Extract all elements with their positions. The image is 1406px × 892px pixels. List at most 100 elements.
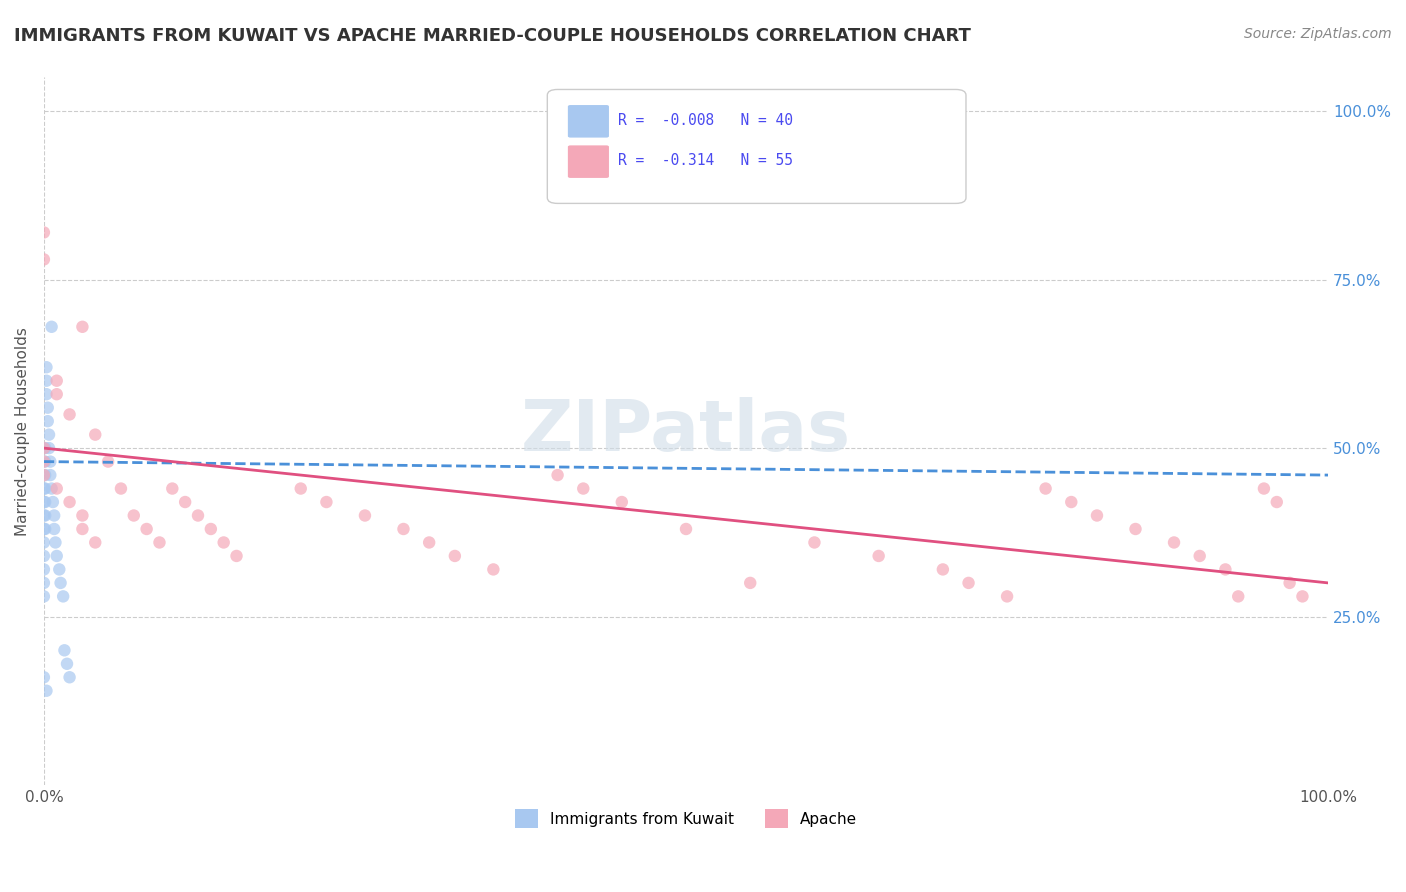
Point bbox=[42, 495, 65, 509]
Point bbox=[32, 441, 55, 455]
Point bbox=[37, 414, 59, 428]
Point bbox=[32, 590, 55, 604]
Point bbox=[1188, 549, 1211, 563]
Point bbox=[34, 441, 56, 455]
Point bbox=[1085, 508, 1108, 523]
Point bbox=[1125, 522, 1147, 536]
Point bbox=[44, 522, 66, 536]
FancyBboxPatch shape bbox=[568, 145, 609, 178]
Point bbox=[482, 562, 505, 576]
Point bbox=[35, 360, 58, 375]
Point bbox=[58, 495, 80, 509]
Point bbox=[34, 454, 56, 468]
Point bbox=[610, 495, 633, 509]
Point bbox=[1291, 590, 1313, 604]
Point bbox=[32, 562, 55, 576]
Text: Source: ZipAtlas.com: Source: ZipAtlas.com bbox=[1244, 27, 1392, 41]
Point bbox=[187, 508, 209, 523]
Point bbox=[135, 522, 157, 536]
Point bbox=[740, 575, 762, 590]
Point bbox=[34, 482, 56, 496]
Point bbox=[44, 508, 66, 523]
Point bbox=[1035, 482, 1057, 496]
Point bbox=[52, 590, 75, 604]
Point bbox=[38, 441, 60, 455]
Point bbox=[290, 482, 312, 496]
Point bbox=[162, 482, 184, 496]
Point bbox=[48, 562, 70, 576]
Point bbox=[56, 657, 79, 671]
Point bbox=[35, 387, 58, 401]
Point bbox=[97, 454, 120, 468]
Point bbox=[32, 495, 55, 509]
Point bbox=[174, 495, 197, 509]
Point bbox=[392, 522, 415, 536]
Legend: Immigrants from Kuwait, Apache: Immigrants from Kuwait, Apache bbox=[509, 803, 863, 834]
FancyBboxPatch shape bbox=[568, 105, 609, 137]
Point bbox=[41, 319, 63, 334]
Point bbox=[32, 468, 55, 483]
Point bbox=[37, 401, 59, 415]
Point bbox=[148, 535, 170, 549]
Point bbox=[32, 670, 55, 684]
Point bbox=[32, 508, 55, 523]
Point bbox=[49, 575, 72, 590]
Point bbox=[32, 454, 55, 468]
Point bbox=[1215, 562, 1237, 576]
Point bbox=[72, 508, 94, 523]
Point bbox=[32, 535, 55, 549]
Point bbox=[53, 643, 76, 657]
Point bbox=[35, 683, 58, 698]
Point bbox=[38, 427, 60, 442]
Point bbox=[803, 535, 825, 549]
Point bbox=[418, 535, 440, 549]
Point bbox=[32, 549, 55, 563]
Point bbox=[1227, 590, 1250, 604]
Y-axis label: Married-couple Households: Married-couple Households bbox=[15, 326, 30, 536]
Point bbox=[32, 226, 55, 240]
Point bbox=[212, 535, 235, 549]
Point bbox=[1163, 535, 1185, 549]
Point bbox=[84, 427, 107, 442]
Point bbox=[45, 549, 67, 563]
Point bbox=[58, 670, 80, 684]
Point bbox=[72, 522, 94, 536]
Point bbox=[32, 575, 55, 590]
Point bbox=[1060, 495, 1083, 509]
Point bbox=[34, 522, 56, 536]
Point bbox=[58, 408, 80, 422]
Text: IMMIGRANTS FROM KUWAIT VS APACHE MARRIED-COUPLE HOUSEHOLDS CORRELATION CHART: IMMIGRANTS FROM KUWAIT VS APACHE MARRIED… bbox=[14, 27, 972, 45]
Text: R =  -0.008   N = 40: R = -0.008 N = 40 bbox=[619, 113, 793, 128]
Point bbox=[444, 549, 467, 563]
Point bbox=[44, 535, 66, 549]
Point bbox=[957, 575, 980, 590]
Text: ZIPatlas: ZIPatlas bbox=[522, 397, 851, 466]
Point bbox=[41, 482, 63, 496]
Point bbox=[72, 319, 94, 334]
Point bbox=[32, 482, 55, 496]
Point bbox=[45, 482, 67, 496]
Point bbox=[932, 562, 955, 576]
Point bbox=[675, 522, 697, 536]
Point bbox=[45, 374, 67, 388]
Point bbox=[34, 495, 56, 509]
Point bbox=[1265, 495, 1288, 509]
Point bbox=[547, 468, 569, 483]
Point bbox=[32, 252, 55, 267]
Text: R =  -0.314   N = 55: R = -0.314 N = 55 bbox=[619, 153, 793, 169]
Point bbox=[110, 482, 132, 496]
Point bbox=[39, 454, 62, 468]
Point bbox=[995, 590, 1018, 604]
Point bbox=[35, 374, 58, 388]
FancyBboxPatch shape bbox=[547, 89, 966, 203]
Point bbox=[1253, 482, 1275, 496]
Point bbox=[84, 535, 107, 549]
Point bbox=[868, 549, 890, 563]
Point bbox=[34, 508, 56, 523]
Point bbox=[39, 468, 62, 483]
Point bbox=[225, 549, 247, 563]
Point bbox=[45, 387, 67, 401]
Point bbox=[34, 468, 56, 483]
Point bbox=[315, 495, 337, 509]
Point bbox=[32, 522, 55, 536]
